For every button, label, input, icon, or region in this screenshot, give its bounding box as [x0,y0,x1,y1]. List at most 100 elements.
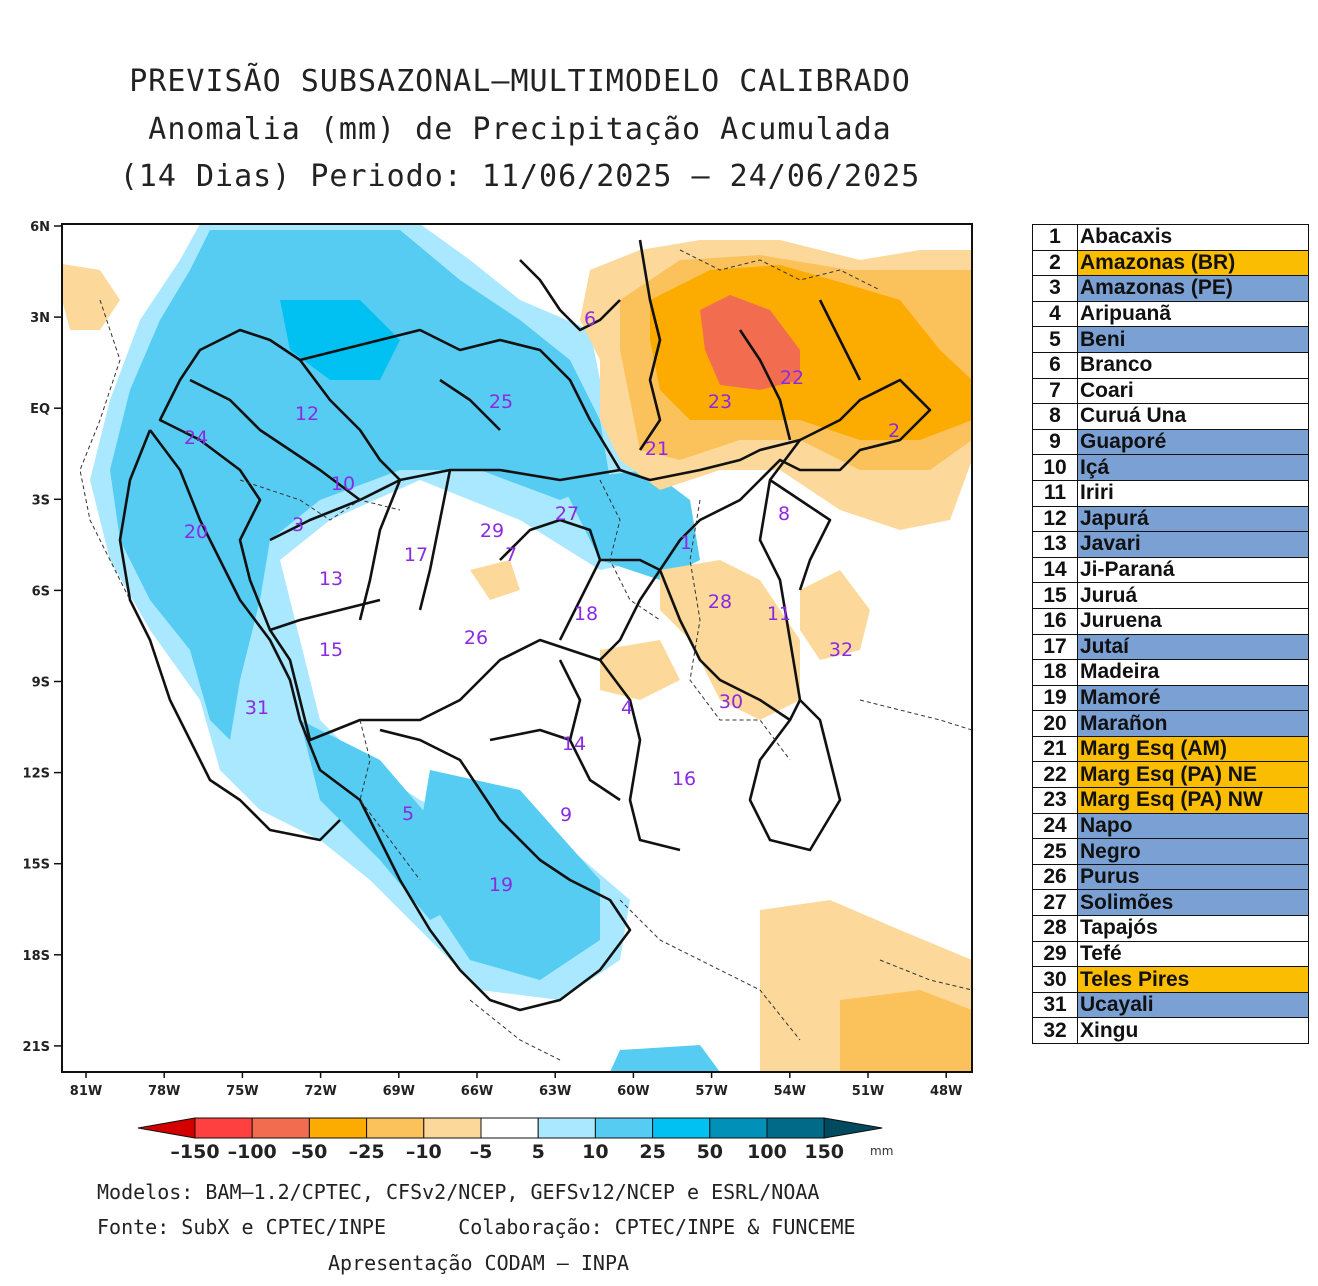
lat-label: 18S [23,949,50,964]
basin-label-30: 30 [719,691,743,713]
legend-number: 5 [1032,326,1078,353]
legend-number: 18 [1032,659,1078,686]
colorbar-tick-label: 5 [532,1141,545,1163]
lon-label: 57W [695,1084,727,1099]
legend-basin-name: Amazonas (PE) [1077,275,1309,302]
colorbar-swatch [480,1117,539,1139]
basin-label-32: 32 [829,639,853,661]
lon-label: 72W [304,1084,336,1099]
legend-number: 21 [1032,735,1078,763]
basin-label-20: 20 [184,521,208,543]
basin-label-23: 23 [708,391,732,413]
basin-label-7: 7 [505,544,517,566]
legend-basin-name: Marg Esq (AM) [1077,735,1309,763]
colorbar-tick-label: –150 [170,1141,219,1163]
legend-number: 16 [1032,607,1078,635]
legend-row: 5 Beni [1032,326,1309,353]
legend-row: 31 Ucayali [1032,991,1309,1019]
legend-row: 14 Ji-Paraná [1032,556,1309,584]
legend-row: 19 Mamoré [1032,684,1309,712]
basin-label-9: 9 [560,804,572,826]
legend-basin-name: Beni [1077,326,1309,353]
basin-label-6: 6 [584,308,596,330]
legend-row: 8 Curuá Una [1032,403,1309,430]
legend-row: 10 Içá [1032,454,1309,481]
basin-label-12: 12 [295,403,319,425]
legend-basin-name: Javari [1077,531,1309,558]
legend-number: 29 [1032,940,1078,968]
lon-label: 60W [617,1084,649,1099]
colorbar-swatch [251,1117,310,1139]
basin-legend-table: 1 Abacaxis 2 Amazonas (BR) 3 Amazonas (PE) 4 Ar… [1032,224,1309,1044]
colorbar-tick-label: 100 [747,1141,787,1163]
basin-label-4: 4 [621,697,633,719]
map-title-line-2: Anomalia (mm) de Precipitação Acumulada [148,112,892,147]
legend-row: 9 Guaporé [1032,428,1309,456]
legend-row: 7 Coari [1032,377,1309,405]
legend-row: 18 Madeira [1032,659,1309,686]
lat-label: 9S [32,676,50,691]
basin-label-19: 19 [489,874,513,896]
legend-number: 14 [1032,556,1078,584]
colorbar: –150 –100 –50 –25 –10 –5 5 10 25 50 100 150 mm [137,1117,893,1163]
basin-label-21: 21 [645,438,669,460]
legend-basin-name: Solimões [1077,889,1309,917]
basin-label-10: 10 [331,473,355,495]
lon-label: 54W [774,1084,806,1099]
legend-number: 9 [1032,428,1078,456]
legend-number: 31 [1032,991,1078,1019]
legend-basin-name: Jutaí [1077,633,1309,661]
basin-label-14: 14 [562,733,586,755]
legend-number: 12 [1032,505,1078,533]
basin-label-24: 24 [184,427,208,449]
lat-label: 12S [23,767,50,782]
basin-label-31: 31 [245,697,269,719]
colorbar-tick-label: –50 [291,1141,327,1163]
legend-basin-name: Juruena [1077,607,1309,635]
lat-label: 15S [23,858,50,873]
lat-label: 21S [23,1040,50,1055]
colorbar-swatch [766,1117,825,1139]
legend-basin-name: Japurá [1077,505,1309,533]
lat-label: 3N [30,311,50,326]
legend-row: 17 Jutaí [1032,633,1309,661]
colorbar-swatch [594,1117,654,1139]
legend-basin-name: Mamoré [1077,684,1309,712]
legend-basin-name: Amazonas (BR) [1077,249,1309,277]
colorbar-max-arrow [823,1117,883,1139]
colorbar-tick-label: –5 [470,1141,493,1163]
lon-label: 78W [148,1084,180,1099]
legend-row: 3 Amazonas (PE) [1032,275,1309,302]
latitude-axis: 6N 3N EQ 3S 6S 9S 12S 15S 18S 21S [23,220,62,1055]
colorbar-tick-label: –25 [349,1141,385,1163]
colorbar-swatch [423,1117,482,1139]
legend-number: 15 [1032,582,1078,609]
legend-number: 22 [1032,761,1078,789]
legend-basin-name: Tefé [1077,940,1309,968]
basin-label-29: 29 [480,520,504,542]
basin-label-2: 2 [888,420,900,442]
legend-basin-name: Ucayali [1077,991,1309,1019]
country-borders [79,249,972,1061]
legend-row: 2 Amazonas (BR) [1032,249,1309,277]
legend-basin-name: Marañon [1077,710,1309,737]
lon-label: 48W [930,1084,962,1099]
legend-basin-name: Madeira [1077,659,1309,686]
lat-label: 6N [30,220,50,235]
colorbar-tick-label: –100 [228,1141,277,1163]
colorbar-swatch [537,1117,596,1139]
legend-row: 24 Napo [1032,812,1309,840]
legend-number: 30 [1032,966,1078,993]
basin-label-1: 1 [680,532,692,554]
footer-presentation: Apresentação CODAM – INPA [328,1251,630,1275]
lon-label: 81W [70,1084,102,1099]
legend-row: 23 Marg Esq (PA) NW [1032,787,1309,814]
basin-label-11: 11 [767,603,791,625]
legend-number: 6 [1032,351,1078,379]
legend-basin-name: Guaporé [1077,428,1309,456]
map-title-line-3: (14 Dias) Periodo: 11/06/2025 – 24/06/20… [119,159,921,194]
colorbar-tick-label: 10 [582,1141,608,1163]
anomaly-fields [62,224,972,1072]
lon-label: 66W [461,1084,493,1099]
basin-label-27: 27 [555,503,579,525]
